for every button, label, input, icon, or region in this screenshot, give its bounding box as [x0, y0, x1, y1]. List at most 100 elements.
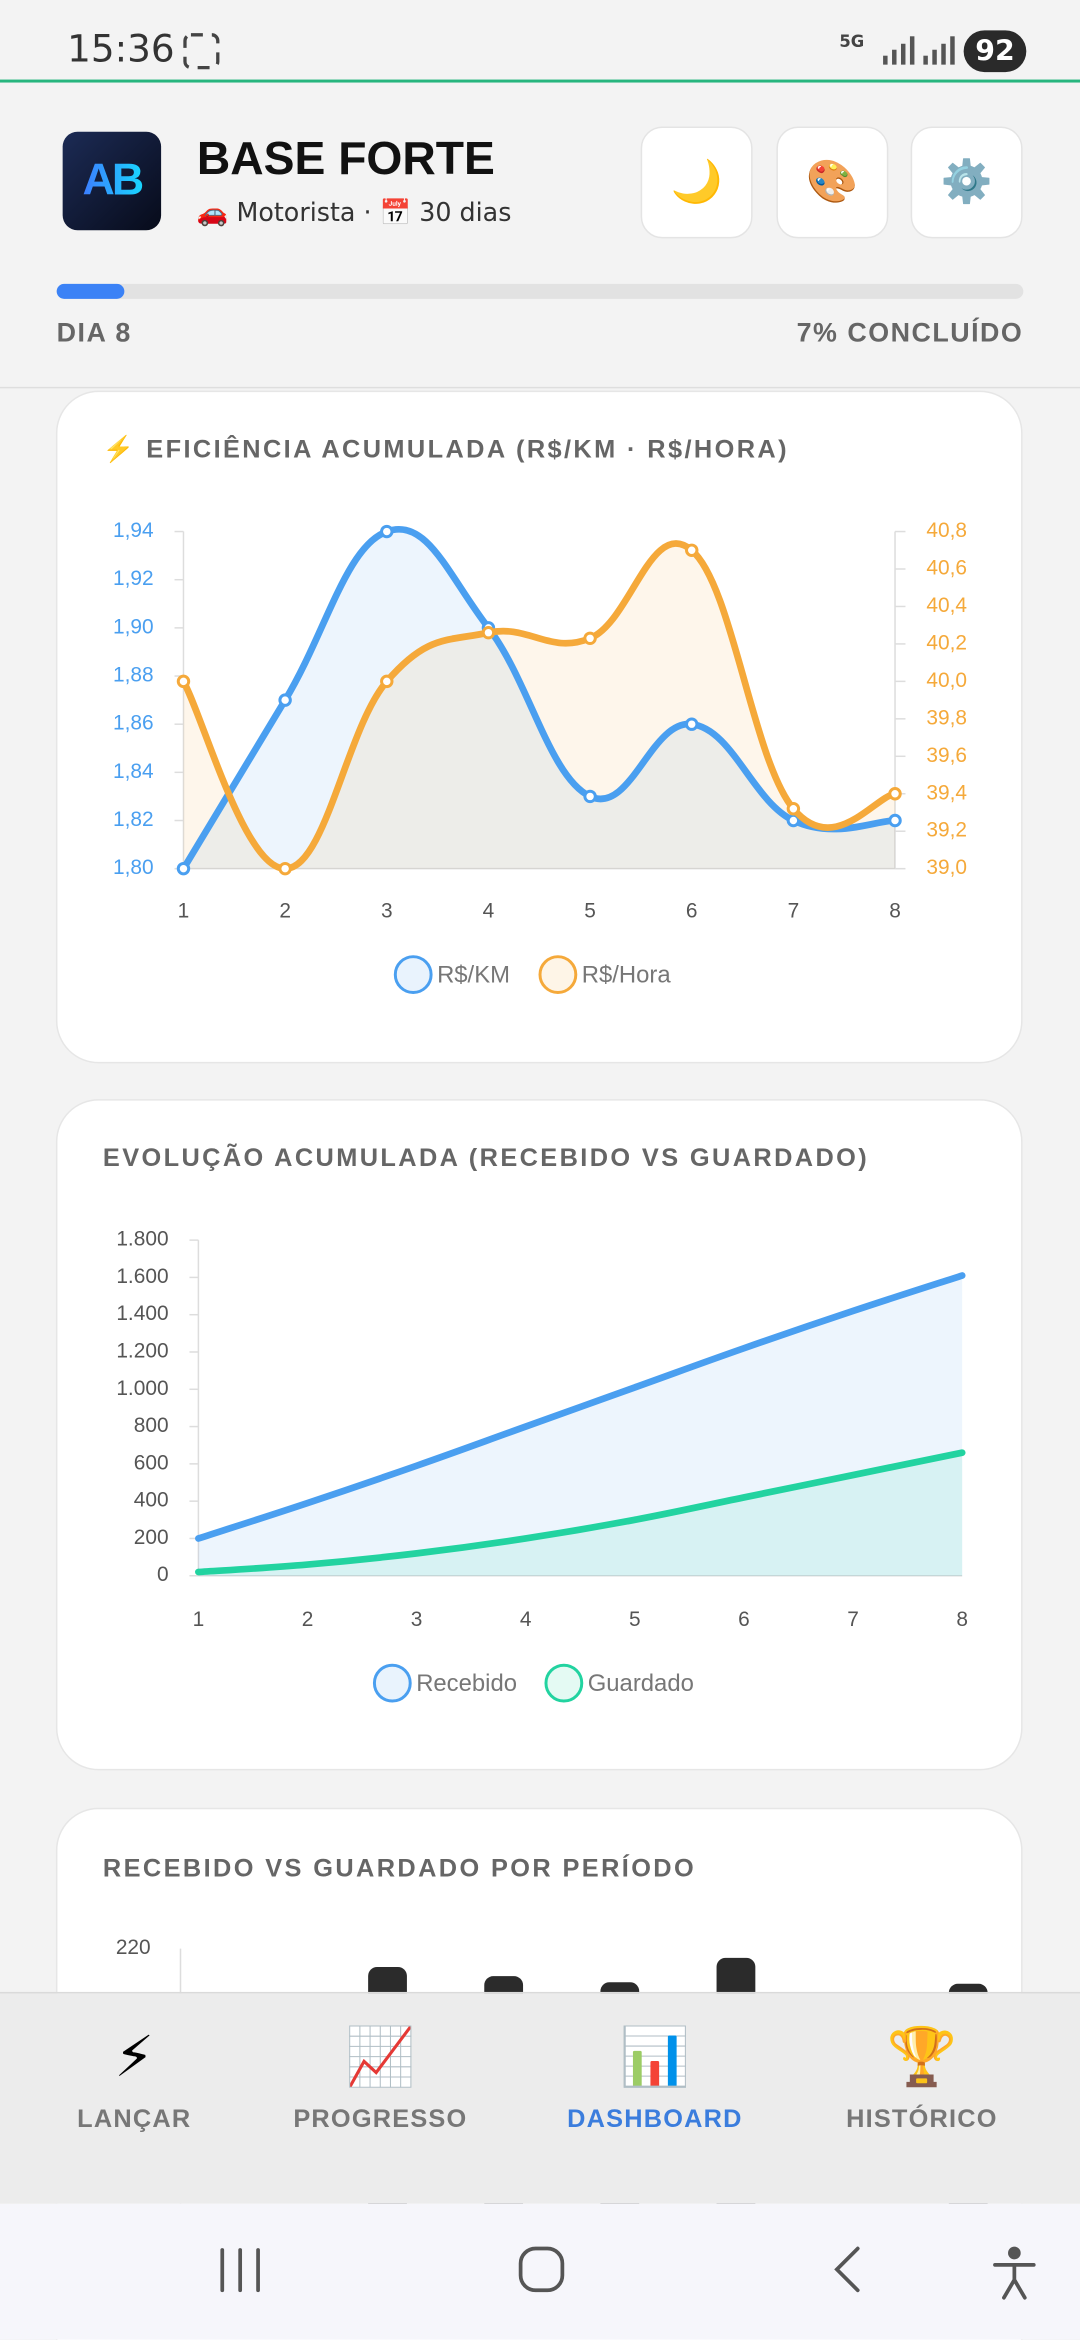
progress-fill — [56, 283, 125, 299]
system-buttons — [220, 2246, 1036, 2300]
legend-label: R$/Hora — [582, 961, 672, 988]
app-subtitle: 🚗 Motorista · 📅 30 dias — [197, 197, 512, 227]
system-nav — [0, 2203, 1080, 2340]
legend-swatch — [393, 955, 433, 994]
series-area — [198, 1452, 963, 1576]
y2-tick-label: 40,4 — [926, 594, 967, 617]
legend-label: Guardado — [588, 1670, 694, 1697]
y2-tick-label: 40,0 — [926, 669, 967, 692]
x-tick-label: 5 — [629, 1608, 641, 1631]
y-tick-label: 1,90 — [113, 615, 154, 638]
x-tick-label: 2 — [279, 899, 291, 922]
accessibility-button[interactable] — [993, 2246, 1036, 2300]
y2-tick-label: 40,6 — [926, 557, 967, 580]
y2-tick-label: 40,8 — [926, 519, 967, 542]
y-tick-label: 220 — [116, 1936, 151, 1959]
x-tick-label: 2 — [302, 1608, 314, 1631]
legend-label: R$/KM — [437, 961, 510, 988]
app-logo — [62, 131, 162, 231]
data-point — [380, 524, 394, 539]
back-button[interactable] — [834, 2246, 860, 2293]
y-tick-label: 1.800 — [116, 1228, 168, 1251]
y-tick-label: 1.200 — [116, 1340, 168, 1363]
nav-label[interactable]: LANÇAR — [77, 2105, 191, 2133]
data-point — [583, 789, 597, 804]
legend-swatch — [544, 1663, 584, 1703]
x-tick-label: 1 — [193, 1608, 205, 1631]
x-tick-label: 6 — [686, 899, 698, 922]
nav-icon[interactable]: 📈 — [345, 2024, 416, 2090]
x-tick-label: 1 — [178, 899, 190, 922]
y-tick-label: 1,94 — [113, 519, 154, 542]
series-area — [183, 529, 896, 869]
chart-title: ⚡ EFICIÊNCIA ACUMULADA (R$/KM · R$/HORA) — [103, 434, 789, 465]
x-tick-label: 5 — [584, 899, 596, 922]
status-time: 15:36 — [67, 27, 174, 71]
nav-icon[interactable]: 🏆 — [887, 2024, 958, 2090]
nav-items: ⚡ LANÇAR 📈 PROGRESSO 📊 DASHBOARD 🏆 HISTÓRICO — [77, 2024, 998, 2133]
signal-icons — [883, 36, 955, 65]
data-point — [786, 802, 801, 816]
palette-icon[interactable]: 🎨 — [806, 155, 858, 205]
theme-button[interactable] — [640, 126, 753, 239]
network-type: 5G — [839, 32, 864, 51]
series-line — [195, 1449, 966, 1576]
nav-label[interactable]: DASHBOARD — [567, 2105, 742, 2133]
legend-swatch — [372, 1663, 412, 1703]
screenshot-icon — [183, 33, 220, 70]
palette-button[interactable] — [776, 126, 889, 239]
nav-label[interactable]: HISTÓRICO — [846, 2103, 998, 2133]
x-tick-label: 4 — [483, 899, 495, 922]
y2-tick-label: 39,2 — [926, 819, 967, 842]
y-tick-label: 0 — [157, 1563, 169, 1586]
app-title: BASE FORTE — [197, 132, 495, 184]
data-point — [583, 631, 597, 646]
y-tick-label: 1.600 — [116, 1265, 168, 1288]
y2-tick-label: 39,4 — [926, 781, 967, 804]
x-tick-label: 6 — [738, 1608, 750, 1631]
theme-icon[interactable]: 🌙 — [671, 156, 723, 206]
series-line — [195, 1272, 966, 1542]
header-buttons: 🌙 🎨 ⚙️ — [640, 126, 1023, 239]
y-tick-label: 1.400 — [116, 1302, 168, 1325]
y-tick-label: 1,88 — [113, 664, 154, 687]
y-tick-label: 1,92 — [113, 567, 154, 590]
y2-tick-label: 40,2 — [926, 631, 967, 654]
y-tick-label: 200 — [134, 1526, 169, 1549]
series-area — [198, 1275, 963, 1576]
data-point — [685, 717, 699, 731]
bottom-nav — [0, 1993, 1080, 2204]
settings-icon[interactable]: ⚙️ — [941, 156, 993, 205]
home-button[interactable] — [518, 2246, 565, 2293]
series-line — [180, 526, 899, 873]
y2-tick-label: 39,6 — [926, 744, 967, 767]
data-point — [888, 787, 902, 801]
progress-track — [56, 283, 1024, 299]
progress-label: 7% CONCLUÍDO — [797, 317, 1024, 348]
y-tick-label: 400 — [134, 1489, 169, 1512]
y2-tick-label: 39,0 — [926, 856, 967, 879]
y-tick-label: 1,80 — [113, 856, 154, 879]
recents-button[interactable] — [220, 2248, 260, 2293]
x-tick-label: 8 — [889, 899, 901, 922]
y2-tick-label: 39,8 — [926, 706, 967, 729]
y-tick-label: 1.000 — [116, 1377, 168, 1400]
settings-button[interactable] — [910, 126, 1023, 239]
data-point — [685, 543, 699, 557]
nav-icon[interactable]: 📊 — [620, 2024, 691, 2090]
data-point — [888, 813, 902, 828]
logo-text: AB — [83, 154, 143, 204]
nav-label[interactable]: PROGRESSO — [293, 2105, 467, 2133]
nav-icon[interactable]: ⚡ — [114, 2024, 154, 2090]
data-point — [278, 861, 292, 876]
y-tick-label: 1,82 — [113, 808, 154, 831]
x-tick-label: 3 — [381, 899, 393, 922]
chart-card — [55, 1099, 1023, 1771]
chart-title: RECEBIDO VS GUARDADO POR PERÍODO — [103, 1853, 696, 1882]
data-point — [481, 625, 496, 640]
nav-border — [0, 1991, 1080, 1994]
x-tick-label: 3 — [411, 1608, 423, 1631]
series-area — [183, 543, 896, 869]
x-tick-label: 7 — [847, 1608, 859, 1631]
